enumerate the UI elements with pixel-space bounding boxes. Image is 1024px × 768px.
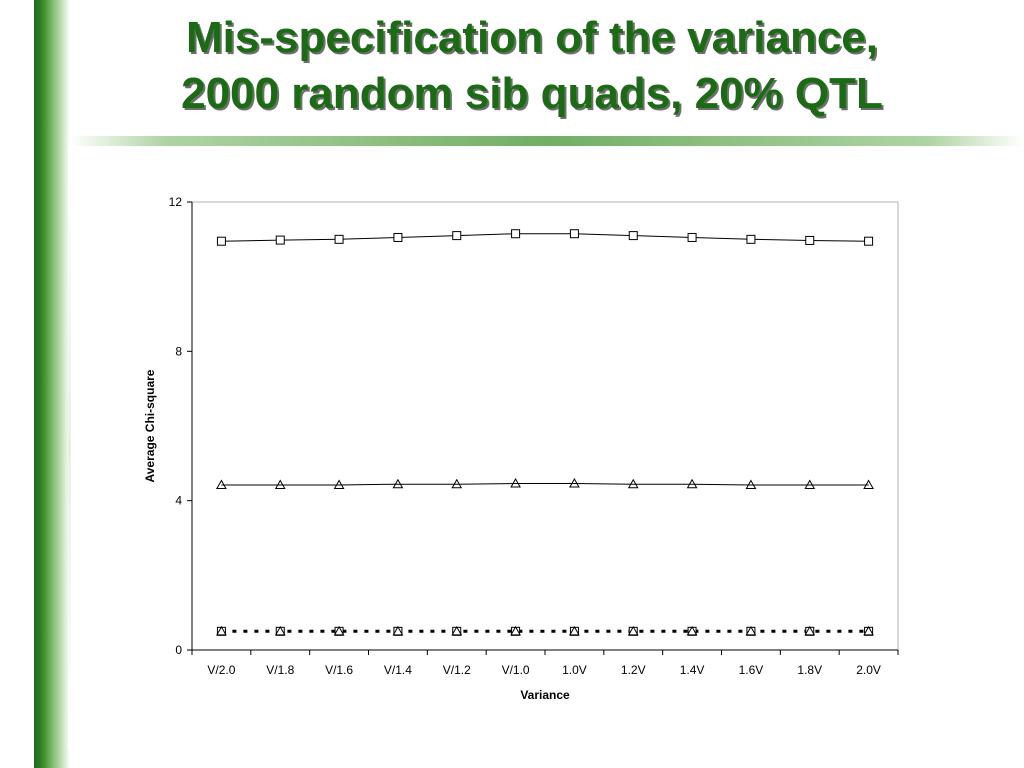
series-4 <box>216 625 874 636</box>
x-tick-label: 1.4V <box>680 663 705 677</box>
series-3 <box>216 626 874 636</box>
x-tick-label: V/2.0 <box>207 663 235 677</box>
y-axis-label: Average Chi-square <box>143 369 157 482</box>
title-divider <box>70 136 1024 146</box>
x-tick-label: V/1.0 <box>502 663 530 677</box>
slide-title: Mis-specification of the variance, 2000 … <box>70 10 994 122</box>
x-tick-label: V/1.8 <box>266 663 294 677</box>
title-line-2: 2000 random sib quads, 20% QTL <box>181 69 883 118</box>
square-marker <box>746 234 756 244</box>
square-marker <box>511 229 521 239</box>
x-tick-label: V/1.6 <box>325 663 353 677</box>
triangle-marker <box>216 479 227 489</box>
x-tick-label: 1.0V <box>562 663 587 677</box>
x-tick-label: 1.6V <box>739 663 764 677</box>
square-marker <box>452 231 462 241</box>
x-tick-label: 1.8V <box>797 663 822 677</box>
square-marker <box>216 236 226 246</box>
triangle-marker <box>451 625 463 636</box>
triangle-marker <box>686 478 698 489</box>
triangle-marker <box>392 625 404 636</box>
triangle-marker <box>274 479 286 489</box>
triangle-marker <box>333 479 345 489</box>
x-tick-label: 2.0V <box>856 663 881 677</box>
y-tick-label: 0 <box>175 643 182 657</box>
series-line <box>221 483 869 486</box>
square-marker <box>275 235 285 245</box>
triangle-marker <box>216 625 227 636</box>
square-marker <box>805 235 815 245</box>
triangle-marker <box>686 625 698 636</box>
triangle-marker <box>274 625 286 636</box>
triangle-marker <box>627 625 639 636</box>
triangle-marker <box>804 479 816 489</box>
triangle-marker <box>333 625 345 636</box>
triangle-marker <box>392 478 404 489</box>
content-edge <box>68 146 71 750</box>
series-line <box>221 233 869 242</box>
square-marker <box>864 236 874 246</box>
y-axis: 0 4 8 12 <box>169 195 193 657</box>
green-side-bar <box>0 0 70 768</box>
triangle-marker <box>745 479 757 489</box>
series-1 <box>216 229 874 246</box>
triangle-marker <box>627 478 639 489</box>
square-marker <box>569 229 579 239</box>
square-marker <box>628 231 638 241</box>
triangle-marker <box>745 625 757 636</box>
square-marker <box>687 232 697 242</box>
triangle-marker <box>863 625 874 636</box>
series-2 <box>216 477 874 489</box>
triangle-marker <box>510 477 521 488</box>
series-layer <box>216 229 874 636</box>
triangle-marker <box>569 625 580 636</box>
title-line-1: Mis-specification of the variance, <box>186 13 878 62</box>
triangle-marker <box>804 625 816 636</box>
y-tick-label: 4 <box>175 494 182 508</box>
triangle-marker <box>569 477 580 488</box>
square-marker <box>334 234 344 244</box>
y-tick-label: 8 <box>175 344 182 358</box>
square-marker <box>393 232 403 242</box>
y-tick-label: 12 <box>169 195 183 209</box>
x-axis: V/2.0 V/1.8 V/1.6 V/1.4 V/1.2 V/1.0 1.0V 1.2V 1.… <box>191 649 899 677</box>
x-tick-label: 1.2V <box>621 663 646 677</box>
plot-area-border <box>191 201 899 651</box>
triangle-marker <box>451 478 463 489</box>
x-tick-label: V/1.2 <box>443 663 471 677</box>
triangle-marker <box>510 625 521 636</box>
triangle-marker <box>863 479 874 489</box>
x-tick-label: V/1.4 <box>384 663 412 677</box>
x-axis-label: Variance <box>520 688 570 702</box>
plot-frame-layer <box>191 201 899 651</box>
